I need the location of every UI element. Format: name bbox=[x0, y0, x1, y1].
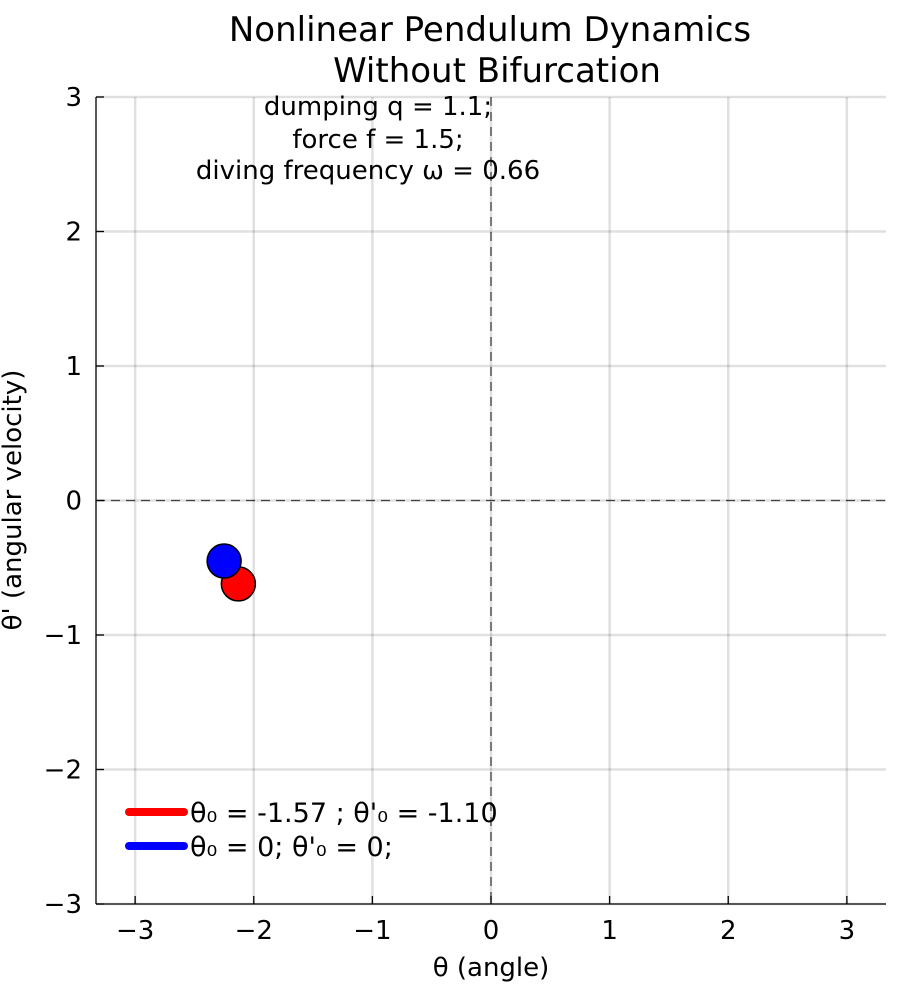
data-points bbox=[206, 543, 257, 602]
chart-title-line-2: Without Bifurcation bbox=[333, 51, 661, 91]
data-point-series-1 bbox=[206, 543, 242, 579]
x-axis-label: θ (angle) bbox=[433, 953, 550, 983]
axes bbox=[95, 96, 886, 905]
chart-title-line-1: Nonlinear Pendulum Dynamics bbox=[229, 10, 751, 50]
y-axis-label: θ' (angular velocity) bbox=[0, 370, 28, 631]
y-tick-label: 1 bbox=[65, 352, 82, 382]
legend-label-red: θ₀ = -1.57 ; θ'₀ = -1.10 bbox=[190, 798, 498, 829]
y-tick-label: −1 bbox=[44, 621, 82, 651]
y-tick-label: 2 bbox=[65, 218, 82, 248]
legend: θ₀ = -1.57 ; θ'₀ = -1.10 θ₀ = 0; θ'₀ = 0… bbox=[125, 798, 498, 863]
y-tick-label: −3 bbox=[44, 890, 82, 920]
x-tick-label: −3 bbox=[116, 916, 154, 946]
annotation-line-1: dumping q = 1.1; bbox=[264, 92, 492, 122]
y-tick-label: 0 bbox=[65, 487, 82, 517]
x-tick-label: 0 bbox=[483, 916, 500, 946]
tick-labels: −3 −2 −1 0 1 2 3 −3 −2 −1 0 1 2 3 bbox=[44, 83, 855, 946]
annotation-line-2: force f = 1.5; bbox=[292, 125, 463, 155]
y-tick-label: −2 bbox=[44, 756, 82, 786]
legend-label-blue: θ₀ = 0; θ'₀ = 0; bbox=[190, 832, 393, 863]
x-tick-label: −1 bbox=[353, 916, 391, 946]
x-tick-label: 2 bbox=[720, 916, 737, 946]
x-tick-label: −2 bbox=[235, 916, 273, 946]
y-tick-label: 3 bbox=[65, 83, 82, 113]
x-tick-label: 1 bbox=[601, 916, 618, 946]
x-tick-label: 3 bbox=[839, 916, 856, 946]
annotation-line-3: diving frequency ω = 0.66 bbox=[196, 156, 540, 186]
reference-lines bbox=[96, 97, 886, 904]
